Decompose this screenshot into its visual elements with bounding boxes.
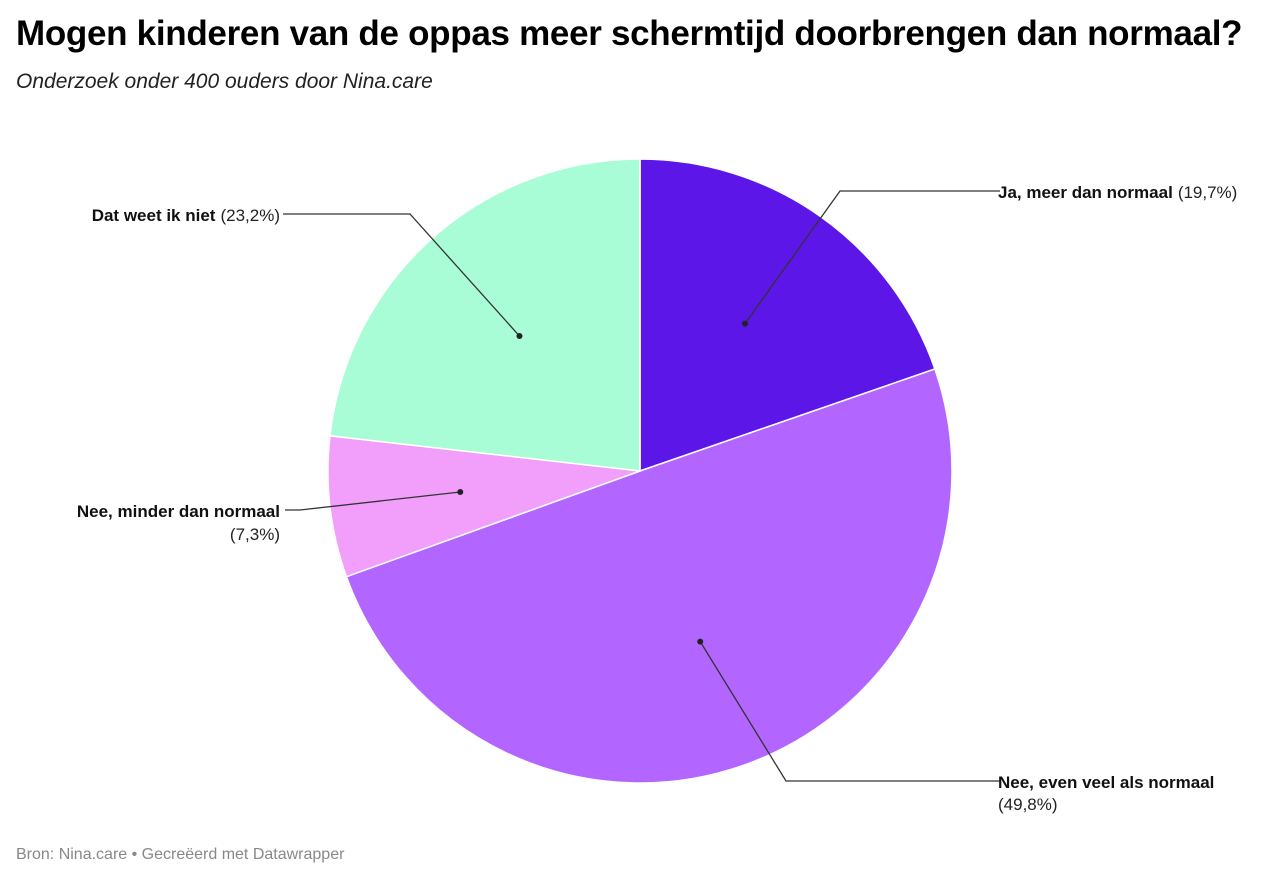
slice-label-value: (23,2%) (220, 206, 280, 225)
leader-line (283, 213, 520, 337)
svg-text:Dat weet ik niet(23,2%): Dat weet ik niet (23,2%) (92, 206, 280, 225)
slice-label-value: (49,8%) (998, 795, 1058, 814)
leader-line (699, 641, 1000, 782)
leader-dot (697, 638, 704, 645)
leader-line (285, 491, 461, 511)
source-footer: Bron: Nina.care • Gecreëerd met Datawrap… (16, 846, 345, 863)
pie-slice (329, 158, 641, 472)
svg-text:Ja, meer dan normaal(19,7%): Ja, meer dan normaal (19,7%) (998, 183, 1237, 202)
chart-title: Mogen kinderen van de oppas meer schermt… (16, 14, 1243, 53)
slice-label-1: Nee, even veel als normaal (49,8%) (998, 773, 1214, 814)
leader-line (744, 190, 1000, 324)
chart-subtitle: Onderzoek onder 400 ouders door Nina.car… (16, 70, 433, 93)
slice-label-value: (7,3%) (230, 525, 280, 544)
pie-slices (327, 158, 953, 784)
label-leaders (283, 190, 1000, 782)
slice-label-name: Ja, meer dan normaal (998, 183, 1173, 202)
slice-label-2: Nee, minder dan normaal (7,3%) (77, 502, 280, 544)
slice-label-value: (19,7%) (1178, 183, 1238, 202)
slice-label-0: Ja, meer dan normaal (19,7%) (998, 183, 1237, 202)
pie-slice (345, 368, 953, 784)
slice-label-name: Nee, even veel als normaal (998, 773, 1214, 792)
slice-label-3: Dat weet ik niet (23,2%) (92, 206, 280, 225)
slice-label-name: Dat weet ik niet (92, 206, 216, 225)
leader-dot (516, 333, 523, 340)
leader-dot (741, 320, 748, 327)
leader-dot (457, 488, 464, 495)
slice-label-name: Nee, minder dan normaal (77, 502, 280, 521)
